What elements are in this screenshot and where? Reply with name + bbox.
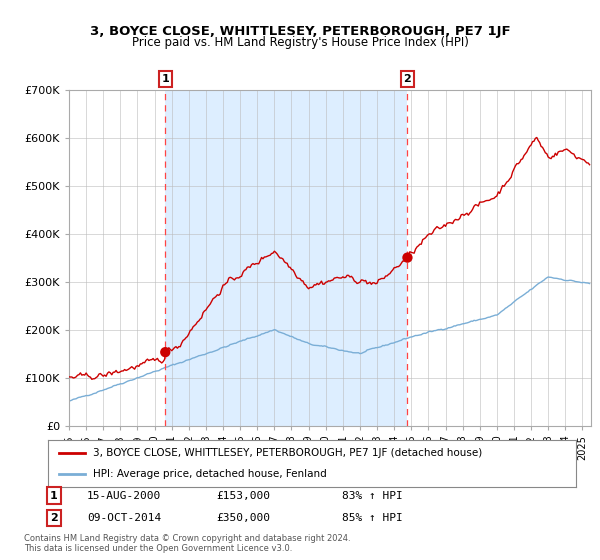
Text: 09-OCT-2014: 09-OCT-2014 <box>87 513 161 523</box>
Text: 2: 2 <box>50 513 58 523</box>
Text: 3, BOYCE CLOSE, WHITTLESEY, PETERBOROUGH, PE7 1JF: 3, BOYCE CLOSE, WHITTLESEY, PETERBOROUGH… <box>89 25 511 38</box>
Text: £153,000: £153,000 <box>216 491 270 501</box>
Text: 2: 2 <box>404 74 412 84</box>
Text: Price paid vs. HM Land Registry's House Price Index (HPI): Price paid vs. HM Land Registry's House … <box>131 36 469 49</box>
Text: £350,000: £350,000 <box>216 513 270 523</box>
Text: 3, BOYCE CLOSE, WHITTLESEY, PETERBOROUGH, PE7 1JF (detached house): 3, BOYCE CLOSE, WHITTLESEY, PETERBOROUGH… <box>93 448 482 458</box>
Bar <box>165 90 407 426</box>
Text: 15-AUG-2000: 15-AUG-2000 <box>87 491 161 501</box>
Text: 85% ↑ HPI: 85% ↑ HPI <box>342 513 403 523</box>
Point <box>160 348 170 357</box>
Text: 1: 1 <box>161 74 169 84</box>
Text: 83% ↑ HPI: 83% ↑ HPI <box>342 491 403 501</box>
Text: 1: 1 <box>50 491 58 501</box>
Text: Contains HM Land Registry data © Crown copyright and database right 2024.
This d: Contains HM Land Registry data © Crown c… <box>24 534 350 553</box>
Text: HPI: Average price, detached house, Fenland: HPI: Average price, detached house, Fenl… <box>93 469 326 479</box>
Point <box>403 253 412 262</box>
